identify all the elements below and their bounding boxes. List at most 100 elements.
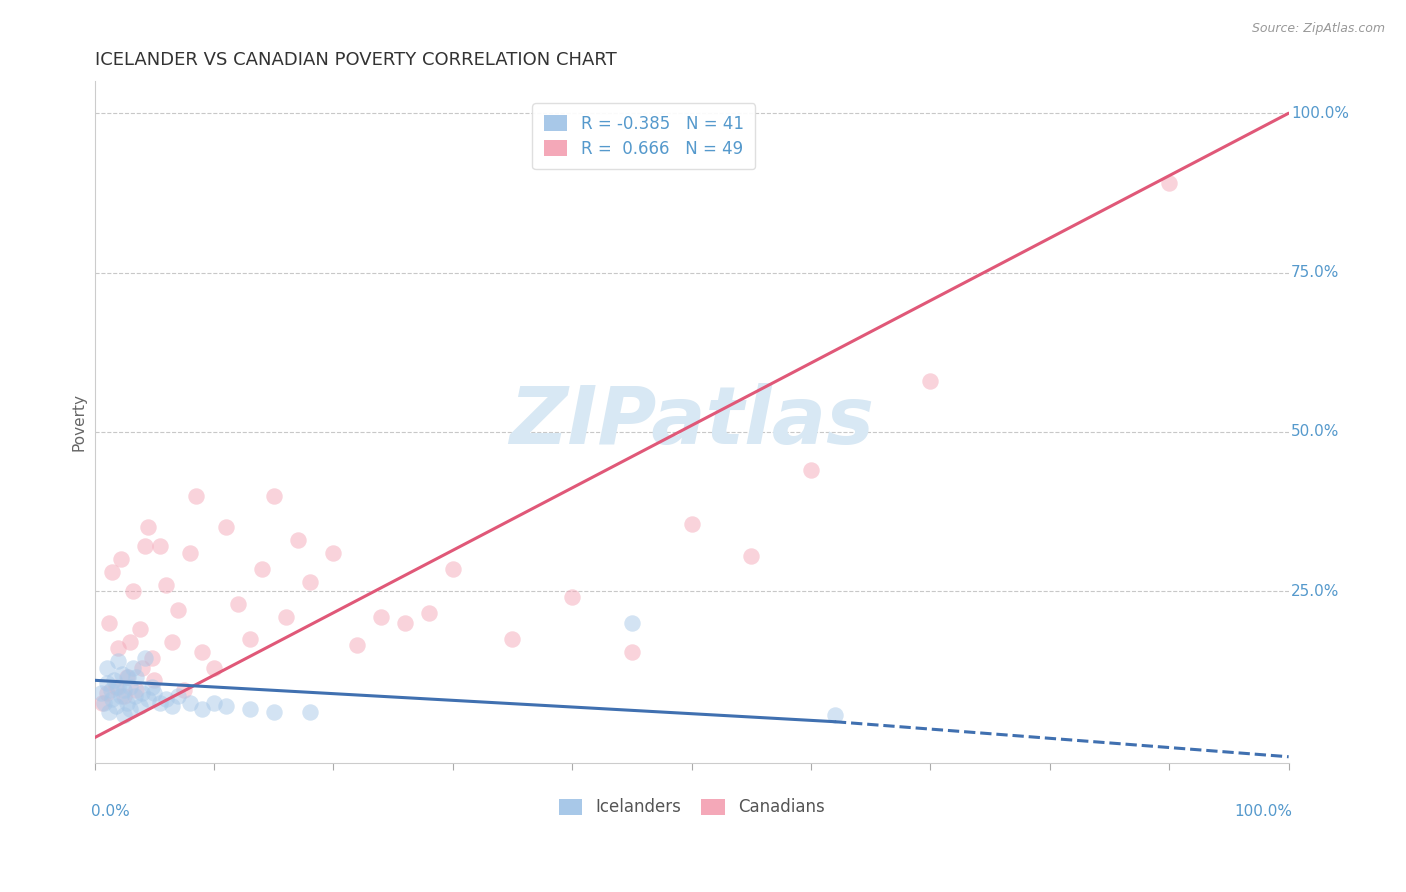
Point: [90, 686, 112, 700]
Point: [394, 615, 416, 630]
Point: [215, 520, 238, 534]
Text: ICELANDER VS CANADIAN POVERTY CORRELATION CHART: ICELANDER VS CANADIAN POVERTY CORRELATIO…: [94, 51, 616, 69]
Y-axis label: Poverty: Poverty: [72, 393, 86, 451]
Point: [155, 692, 177, 706]
Point: [134, 651, 156, 665]
Point: [370, 609, 392, 624]
Point: [298, 705, 321, 719]
Point: [100, 682, 122, 697]
Point: [96, 676, 118, 690]
Point: [298, 574, 321, 589]
Point: [115, 696, 138, 710]
Point: [112, 708, 135, 723]
Point: [740, 549, 762, 563]
Point: [93, 696, 115, 710]
Point: [179, 696, 201, 710]
Point: [263, 489, 285, 503]
Point: [1159, 176, 1181, 190]
Point: [105, 680, 128, 694]
Legend: Icelanders, Canadians: Icelanders, Canadians: [553, 791, 831, 823]
Point: [125, 670, 148, 684]
Point: [239, 632, 262, 646]
Point: [620, 615, 643, 630]
Point: [131, 686, 153, 700]
Point: [561, 591, 583, 605]
Point: [173, 682, 195, 697]
Text: 100.0%: 100.0%: [1291, 106, 1348, 120]
Text: 100.0%: 100.0%: [1234, 804, 1292, 819]
Point: [136, 520, 159, 534]
Point: [920, 374, 942, 388]
Point: [107, 641, 129, 656]
Point: [800, 463, 823, 477]
Point: [502, 632, 524, 646]
Point: [117, 670, 139, 684]
Point: [274, 609, 297, 624]
Point: [112, 690, 135, 704]
Point: [250, 562, 273, 576]
Point: [149, 696, 172, 710]
Point: [96, 660, 118, 674]
Point: [418, 607, 440, 621]
Point: [824, 708, 846, 723]
Point: [103, 673, 125, 688]
Point: [101, 565, 124, 579]
Text: 25.0%: 25.0%: [1291, 583, 1340, 599]
Point: [167, 690, 190, 704]
Point: [101, 692, 124, 706]
Point: [141, 680, 163, 694]
Point: [226, 597, 249, 611]
Point: [191, 702, 214, 716]
Point: [90, 696, 112, 710]
Point: [97, 615, 120, 630]
Point: [107, 654, 129, 668]
Text: 50.0%: 50.0%: [1291, 425, 1340, 439]
Text: ZIPatlas: ZIPatlas: [509, 384, 875, 461]
Point: [131, 660, 153, 674]
Point: [160, 635, 183, 649]
Point: [179, 546, 201, 560]
Point: [184, 489, 207, 503]
Point: [191, 645, 214, 659]
Point: [107, 680, 129, 694]
Point: [134, 540, 156, 554]
Point: [111, 667, 134, 681]
Point: [160, 698, 183, 713]
Point: [110, 552, 132, 566]
Point: [120, 702, 142, 716]
Point: [441, 562, 464, 576]
Point: [110, 690, 132, 704]
Point: [149, 540, 172, 554]
Text: 75.0%: 75.0%: [1291, 265, 1340, 280]
Point: [143, 673, 166, 688]
Point: [215, 698, 238, 713]
Point: [105, 698, 128, 713]
Point: [124, 690, 146, 704]
Point: [287, 533, 309, 548]
Text: Source: ZipAtlas.com: Source: ZipAtlas.com: [1251, 22, 1385, 36]
Point: [120, 680, 142, 694]
Point: [121, 584, 143, 599]
Point: [125, 682, 148, 697]
Point: [115, 670, 138, 684]
Text: 0.0%: 0.0%: [91, 804, 129, 819]
Point: [155, 578, 177, 592]
Point: [346, 638, 368, 652]
Point: [202, 660, 225, 674]
Point: [129, 698, 152, 713]
Point: [239, 702, 262, 716]
Point: [112, 682, 135, 697]
Point: [202, 696, 225, 710]
Point: [120, 635, 142, 649]
Point: [681, 517, 703, 532]
Point: [136, 692, 159, 706]
Point: [121, 660, 143, 674]
Point: [620, 645, 643, 659]
Point: [143, 686, 166, 700]
Point: [129, 623, 152, 637]
Point: [97, 705, 120, 719]
Point: [96, 686, 118, 700]
Point: [322, 546, 344, 560]
Point: [263, 705, 285, 719]
Point: [167, 603, 190, 617]
